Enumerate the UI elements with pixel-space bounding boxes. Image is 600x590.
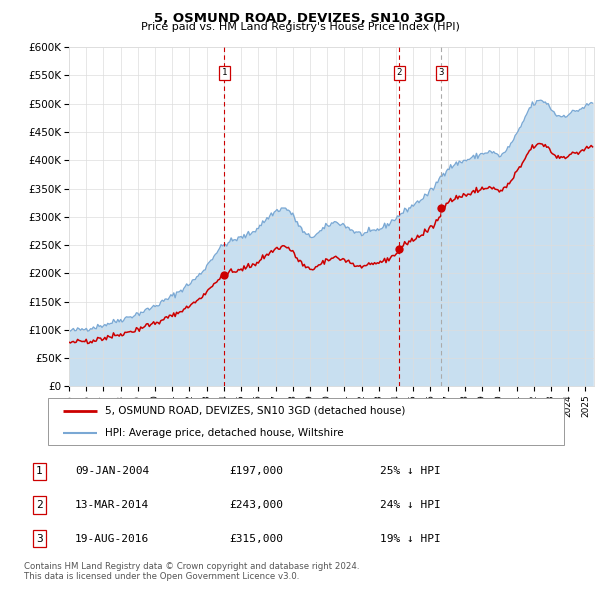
Text: 1: 1: [36, 467, 43, 477]
Text: 2: 2: [397, 68, 402, 77]
Text: £243,000: £243,000: [229, 500, 283, 510]
Text: Contains HM Land Registry data © Crown copyright and database right 2024.
This d: Contains HM Land Registry data © Crown c…: [24, 562, 359, 581]
Text: 2: 2: [36, 500, 43, 510]
FancyBboxPatch shape: [48, 398, 564, 445]
Text: 3: 3: [439, 68, 444, 77]
Text: £315,000: £315,000: [229, 533, 283, 543]
Text: 3: 3: [36, 533, 43, 543]
Text: 24% ↓ HPI: 24% ↓ HPI: [380, 500, 441, 510]
Text: 19-AUG-2016: 19-AUG-2016: [75, 533, 149, 543]
Text: 19% ↓ HPI: 19% ↓ HPI: [380, 533, 441, 543]
Text: 25% ↓ HPI: 25% ↓ HPI: [380, 467, 441, 477]
Text: 09-JAN-2004: 09-JAN-2004: [75, 467, 149, 477]
Text: Price paid vs. HM Land Registry's House Price Index (HPI): Price paid vs. HM Land Registry's House …: [140, 22, 460, 32]
Text: HPI: Average price, detached house, Wiltshire: HPI: Average price, detached house, Wilt…: [105, 428, 343, 438]
Text: £197,000: £197,000: [229, 467, 283, 477]
Text: 1: 1: [222, 68, 227, 77]
Text: 5, OSMUND ROAD, DEVIZES, SN10 3GD (detached house): 5, OSMUND ROAD, DEVIZES, SN10 3GD (detac…: [105, 406, 405, 416]
Text: 5, OSMUND ROAD, DEVIZES, SN10 3GD: 5, OSMUND ROAD, DEVIZES, SN10 3GD: [154, 12, 446, 25]
Text: 13-MAR-2014: 13-MAR-2014: [75, 500, 149, 510]
